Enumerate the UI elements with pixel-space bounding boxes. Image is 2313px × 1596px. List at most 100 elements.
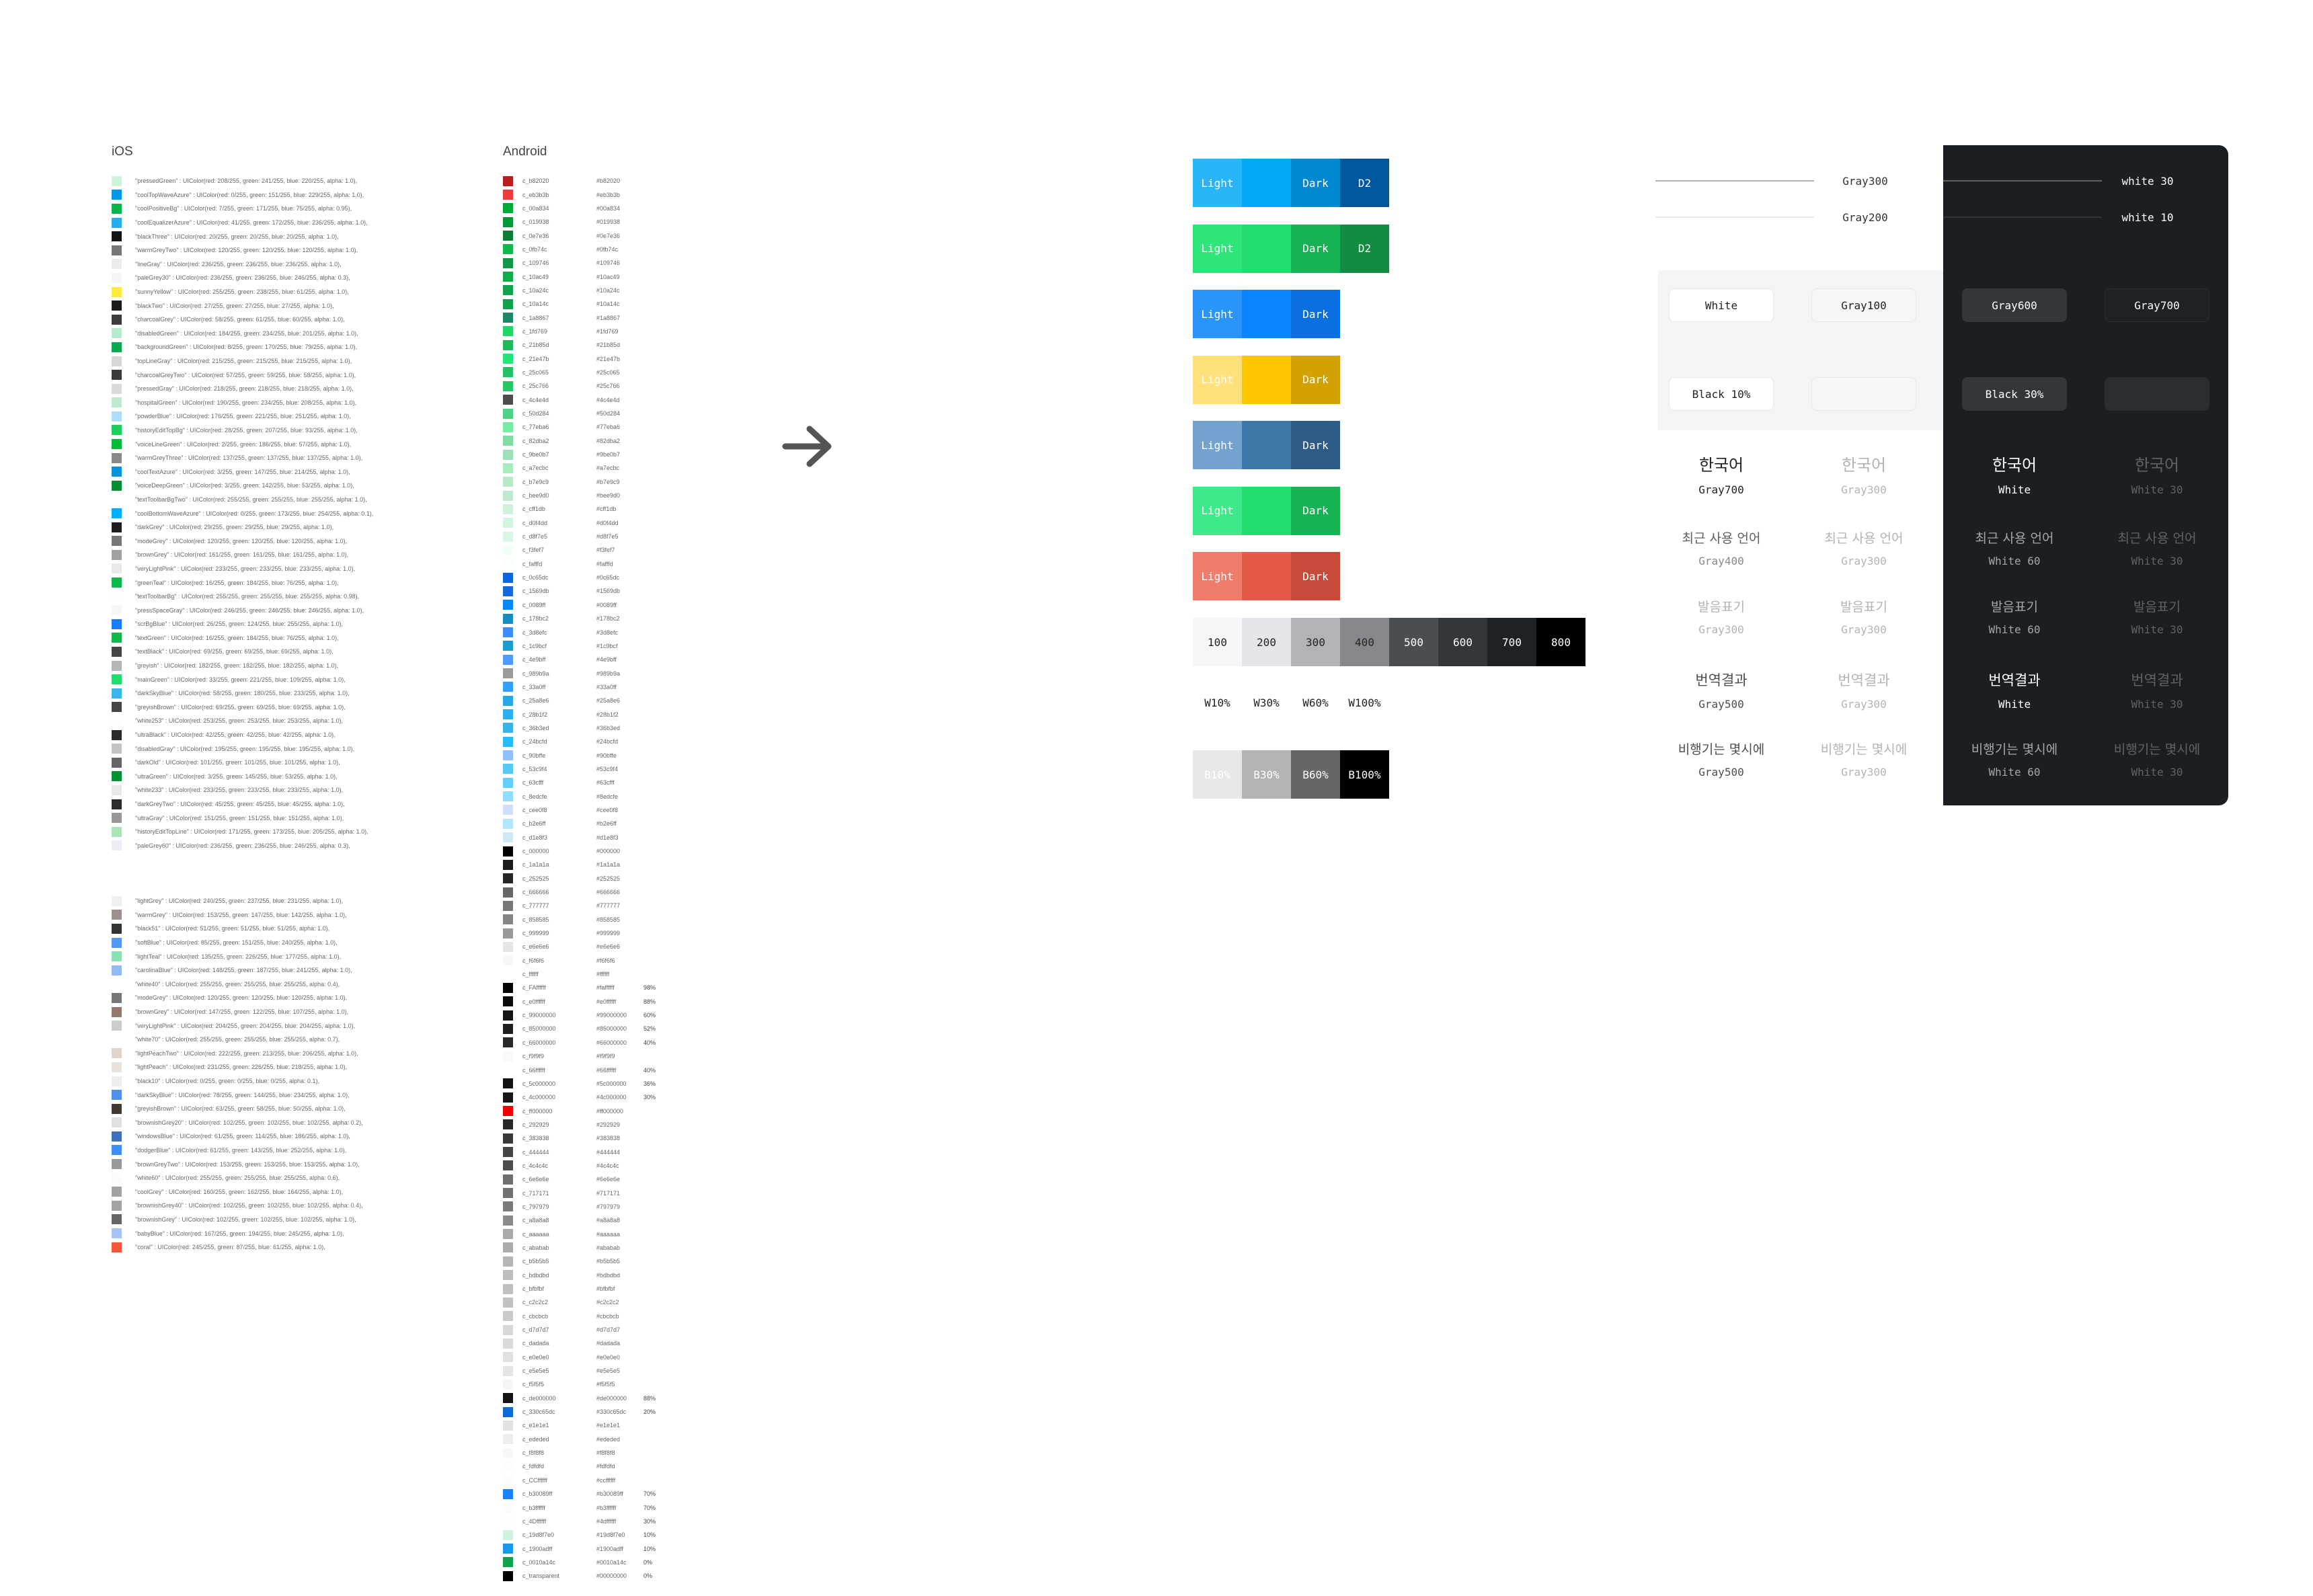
color-swatch [503, 463, 513, 473]
color-swatch [503, 572, 513, 583]
ios-color-row: "blackThree" : UIColor(red: 20/255, gree… [112, 229, 461, 243]
korean-sample-text: 비행기는 몇시에 [1971, 742, 2058, 757]
color-swatch [112, 1214, 122, 1225]
color-definition: "greyishBrown" : UIColor(red: 69/255, gr… [135, 703, 346, 711]
color-hex: #5c000000 [596, 1080, 627, 1087]
chip-gray600[interactable]: Gray600 [1962, 288, 2067, 322]
chip-blank-light[interactable] [1811, 377, 1916, 411]
color-hex: #019938 [596, 218, 621, 226]
color-alpha: 0% [643, 1572, 653, 1580]
color-swatch [503, 1393, 513, 1404]
text-sample: 번역결과 Gray500 [1650, 670, 1793, 711]
color-name: c_25a8e6 [522, 697, 549, 705]
color-definition: "charcoalGrey" : UIColor(red: 58/255, gr… [135, 316, 345, 323]
white-opacity-label: W30% [1253, 696, 1280, 709]
color-hex: #4dffffff [596, 1517, 617, 1525]
ios-color-row: "coolBottomWaveAzure" : UIColor(red: 0/2… [112, 506, 461, 520]
color-swatch [112, 729, 122, 740]
android-color-row: c_f6f6f6 #f6f6f6 [503, 954, 718, 967]
color-hex: #252525 [596, 875, 621, 882]
color-name: c_b5b5b5 [522, 1258, 549, 1265]
android-color-row: c_28b1f2 #28b1f2 [503, 707, 718, 721]
palette-swatch: Dark [1291, 552, 1340, 600]
color-swatch [503, 723, 513, 733]
android-color-row: c_f5f5f5 #f5f5f5 [503, 1378, 718, 1391]
chip-gray700[interactable]: Gray700 [2105, 288, 2209, 322]
color-hex: #33a0ff [596, 683, 617, 690]
color-swatch [112, 190, 122, 200]
color-name: c_383838 [522, 1135, 549, 1142]
gray-swatch: 700 [1487, 618, 1536, 666]
color-definition: "pressedGreen" : UIColor(red: 208/255, g… [135, 177, 358, 185]
ios-color-row: "brownishGrey40" : UIColor(red: 102/255,… [112, 1199, 461, 1213]
ios-color-row: "modeGrey" : UIColor(red: 120/255, green… [112, 991, 461, 1005]
color-name: c_9be0b7 [522, 451, 549, 458]
color-hex: #f3fef7 [596, 547, 615, 554]
color-swatch [112, 467, 122, 477]
color-definition: "coolPositiveBg" : UIColor(red: 7/255, g… [135, 205, 352, 212]
chip-black-10[interactable]: Black 10% [1669, 377, 1774, 411]
color-alpha: 70% [643, 1490, 656, 1498]
color-hex: #ff000000 [596, 1107, 623, 1115]
color-swatch [112, 1021, 122, 1031]
chip-white[interactable]: White [1669, 288, 1774, 322]
palette-swatch: D2 [1340, 159, 1389, 207]
ios-color-row: "mainGreen" : UIColor(red: 33/255, green… [112, 672, 461, 686]
palette-swatch: Light [1193, 421, 1242, 469]
color-name: c_21b85d [522, 342, 549, 349]
chip-blank-dark[interactable] [2105, 377, 2209, 411]
color-swatch [503, 1270, 513, 1281]
color-hex: #f6f6f6 [596, 957, 615, 964]
white-opacity-label: W100% [1348, 696, 1381, 709]
palette-swatch: Light [1193, 224, 1242, 273]
color-name: c_28b1f2 [522, 711, 548, 718]
color-swatch [112, 937, 122, 948]
color-definition: "coral" : UIColor(red: 245/255, green: 8… [135, 1244, 325, 1251]
ios-color-row: "charcoalGreyTwo" : UIColor(red: 57/255,… [112, 368, 461, 382]
korean-sample-text: 한국어 [1841, 456, 1887, 475]
color-swatch [112, 895, 122, 906]
android-color-row: c_0089ff #0089ff [503, 598, 718, 612]
chip-gray100[interactable]: Gray100 [1811, 288, 1916, 322]
android-color-row: c_1900adff #1900adff 10% [503, 1542, 718, 1555]
text-color-label: White [1998, 483, 2031, 496]
color-hex: #50d284 [596, 410, 621, 417]
text-color-label: White 30 [2131, 766, 2183, 779]
color-swatch [112, 633, 122, 643]
color-swatch [503, 1133, 513, 1144]
text-sample: 번역결과 Gray300 [1793, 670, 1935, 711]
color-alpha: 88% [643, 1394, 656, 1402]
color-hex: #858585 [596, 916, 621, 923]
ios-color-row: "darkOld" : UIColor(red: 101/255, green:… [112, 756, 461, 770]
color-definition: "textToolbarBgTwo" : UIColor(red: 255/25… [135, 495, 367, 503]
color-hex: #777777 [596, 902, 621, 910]
color-hex: #eb3b3b [596, 191, 621, 198]
ios-color-row: "coral" : UIColor(red: 245/255, green: 8… [112, 1240, 461, 1254]
color-hex: #d1e8f3 [596, 834, 619, 841]
color-name: c_0089ff [522, 601, 546, 608]
color-swatch [503, 257, 513, 268]
color-name: c_d1e8f3 [522, 834, 548, 841]
color-name: c_0c65dc [522, 574, 549, 582]
color-swatch [112, 785, 122, 795]
color-swatch [112, 217, 122, 228]
text-color-label: White 30 [2131, 555, 2183, 567]
text-color-label: Gray300 [1841, 698, 1887, 711]
color-name: c_e5e5e5 [522, 1367, 549, 1375]
ios-color-row: "white233" : UIColor(red: 233/255, green… [112, 783, 461, 797]
color-hex: #00a834 [596, 204, 621, 212]
color-swatch [112, 370, 122, 381]
color-definition: "voiceDeepGreen" : UIColor(red: 3/255, g… [135, 482, 354, 489]
android-color-row: c_00a834 #00a834 [503, 202, 718, 215]
ios-color-row: "charcoalGrey" : UIColor(red: 58/255, gr… [112, 313, 461, 327]
color-hex: #b30089ff [596, 1490, 623, 1498]
color-definition: "white70" : UIColor(red: 255/255, green:… [135, 1036, 340, 1043]
color-name: c_ff000000 [522, 1107, 553, 1115]
chip-black-30[interactable]: Black 30% [1962, 377, 2067, 411]
color-swatch [112, 175, 122, 186]
android-color-row: c_transparent #00000000 0% [503, 1569, 718, 1583]
color-hex: #25c065 [596, 368, 620, 376]
color-name: c_666666 [522, 889, 549, 896]
ios-color-row: "white40" : UIColor(red: 255/255, green:… [112, 977, 461, 992]
color-swatch [112, 536, 122, 547]
